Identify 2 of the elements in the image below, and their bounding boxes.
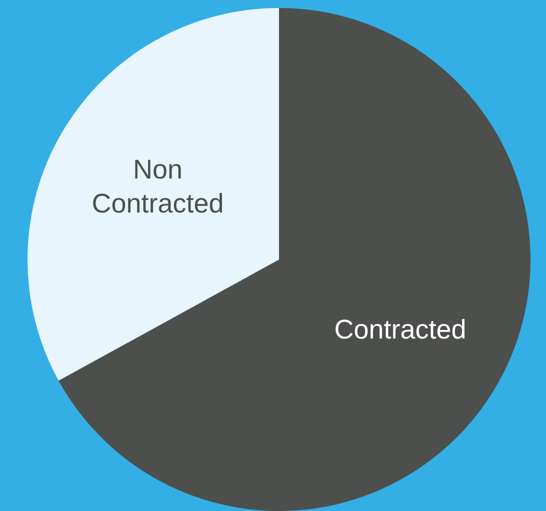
slice-label: Contracted [334,314,466,345]
slice-label: Non Contracted [92,154,224,218]
